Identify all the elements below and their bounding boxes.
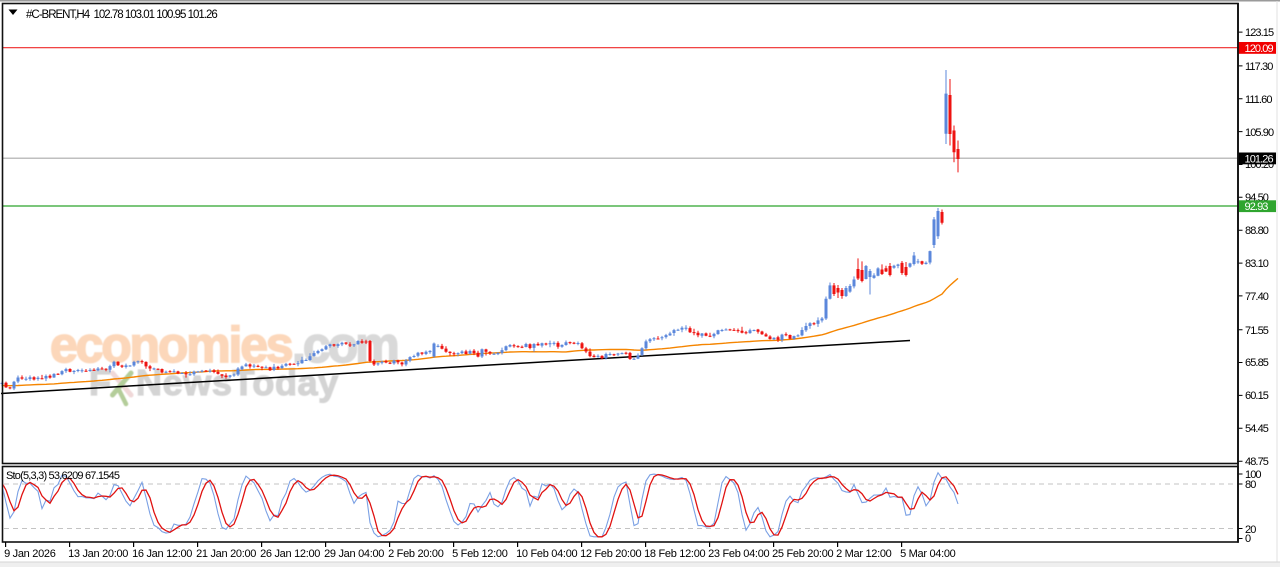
svg-text:18 Feb 12:00: 18 Feb 12:00 bbox=[644, 548, 705, 560]
svg-text:21 Jan 20:00: 21 Jan 20:00 bbox=[196, 548, 256, 560]
svg-text:101.26: 101.26 bbox=[1245, 153, 1274, 165]
svg-text:2 Feb 20:00: 2 Feb 20:00 bbox=[388, 548, 444, 560]
svg-text:9 Jan 2026: 9 Jan 2026 bbox=[4, 548, 56, 560]
svg-text:48.75: 48.75 bbox=[1245, 456, 1269, 468]
svg-text:123.15: 123.15 bbox=[1245, 27, 1274, 39]
svg-text:20: 20 bbox=[1245, 524, 1256, 536]
svg-text:Sto(5,3,3) 53.6209 67.1545: Sto(5,3,3) 53.6209 67.1545 bbox=[6, 470, 120, 482]
svg-text:2 Mar 12:00: 2 Mar 12:00 bbox=[836, 548, 892, 560]
svg-text:0: 0 bbox=[1245, 533, 1251, 545]
svg-text:88.80: 88.80 bbox=[1245, 225, 1269, 237]
svg-text:12 Feb 20:00: 12 Feb 20:00 bbox=[580, 548, 641, 560]
svg-text:65.85: 65.85 bbox=[1245, 357, 1269, 369]
svg-text:26 Jan 12:00: 26 Jan 12:00 bbox=[260, 548, 320, 560]
svg-text:92.93: 92.93 bbox=[1245, 201, 1269, 213]
svg-text:60.15: 60.15 bbox=[1245, 390, 1269, 402]
svg-text:29 Jan 04:00: 29 Jan 04:00 bbox=[324, 548, 384, 560]
svg-text:.com: .com bbox=[292, 317, 397, 373]
svg-text:77.40: 77.40 bbox=[1245, 291, 1269, 303]
svg-text:105.90: 105.90 bbox=[1245, 127, 1274, 139]
svg-text:25 Feb 20:00: 25 Feb 20:00 bbox=[772, 548, 833, 560]
svg-text:71.55: 71.55 bbox=[1245, 325, 1269, 337]
svg-text:13 Jan 20:00: 13 Jan 20:00 bbox=[68, 548, 128, 560]
svg-text:16 Jan 12:00: 16 Jan 12:00 bbox=[132, 548, 192, 560]
svg-text:23 Feb 04:00: 23 Feb 04:00 bbox=[708, 548, 769, 560]
svg-text:111.60: 111.60 bbox=[1245, 94, 1272, 106]
svg-text:F: F bbox=[89, 362, 111, 403]
svg-text:#C-BRENT,H4 102.78 103.01 100: #C-BRENT,H4 102.78 103.01 100.95 101.26 bbox=[26, 9, 217, 21]
svg-text:117.30: 117.30 bbox=[1245, 61, 1273, 73]
svg-text:10 Feb 04:00: 10 Feb 04:00 bbox=[516, 548, 577, 560]
svg-text:120.09: 120.09 bbox=[1245, 43, 1274, 55]
svg-text:100: 100 bbox=[1245, 469, 1261, 481]
svg-text:80: 80 bbox=[1245, 479, 1256, 491]
svg-text:83.10: 83.10 bbox=[1245, 258, 1269, 270]
svg-text:54.45: 54.45 bbox=[1245, 423, 1269, 435]
svg-text:5 Feb 12:00: 5 Feb 12:00 bbox=[452, 548, 508, 560]
svg-text:5 Mar 04:00: 5 Mar 04:00 bbox=[900, 548, 956, 560]
